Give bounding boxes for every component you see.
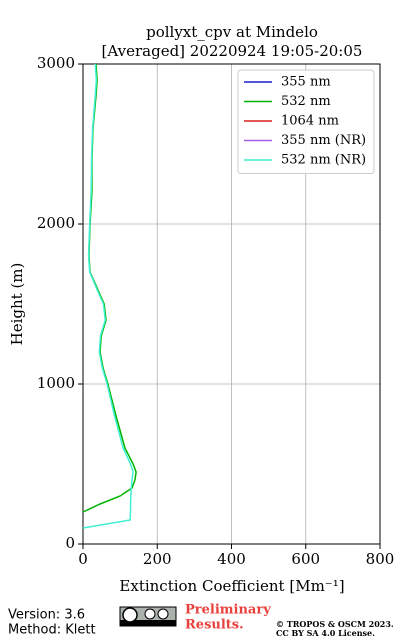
preliminary: Results. [185,618,244,633]
data-line [82,63,137,513]
copyright: CC BY SA 4.0 License. [276,628,375,638]
x-tick-label: 600 [291,550,320,568]
version: Version: 3.6 [8,608,85,623]
legend-label: 355 nm [281,75,331,90]
y-axis-label: Height (m) [8,263,26,346]
x-tick-label: 800 [366,550,395,568]
copyright: © TROPOS & OSCM 2023. [276,619,394,629]
cc-logo [119,606,177,627]
data-line [82,63,134,529]
chart-title: pollyxt_cpv at Mindelo [146,23,318,41]
x-tick-label: 200 [143,550,172,568]
x-tick-label: 400 [217,550,246,568]
y-tick-label: 0 [65,534,75,552]
y-tick-label: 3000 [37,54,75,72]
x-axis-label: Extinction Coefficient [Mm⁻¹] [119,577,344,595]
x-tick-label: 0 [78,550,88,568]
preliminary: Preliminary [185,603,271,618]
legend-label: 355 nm (NR) [281,133,366,148]
method: Method: Klett [8,623,96,638]
y-tick-label: 1000 [37,374,75,392]
legend-label: 1064 nm [281,114,339,129]
y-tick-label: 2000 [37,214,75,232]
chart-subtitle: [Averaged] 20220924 19:05-20:05 [102,42,363,60]
legend-box [237,69,375,174]
plot-frame [82,63,381,545]
legend-label: 532 nm (NR) [281,153,366,168]
legend-label: 532 nm [281,94,331,109]
